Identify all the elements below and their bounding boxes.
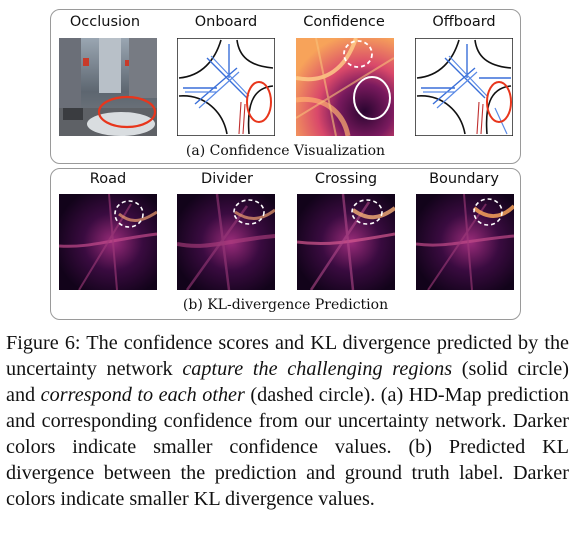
label-occlusion: Occlusion [69, 14, 141, 30]
confidence-visualization-panel: Occlusion Onboard Confidence Offboard [50, 9, 521, 164]
label-onboard: Onboard [194, 14, 258, 30]
onboard-map-prediction [177, 38, 275, 136]
panel-b-caption: (b) KL-divergence Prediction [182, 297, 389, 313]
kl-heatmap-crossing [297, 194, 395, 290]
label-confidence: Confidence [303, 14, 385, 30]
label-offboard: Offboard [432, 14, 496, 30]
caption-prefix: Figure 6: The confidence scores and KL d… [6, 332, 569, 380]
caption-rest: (dashed circle). (a) HD-Map prediction a… [6, 384, 569, 510]
label-road: Road [89, 171, 127, 187]
kl-divergence-panel: Road Divider Crossing Boundary [50, 168, 521, 320]
figure-caption: Figure 6: The confidence scores and KL d… [6, 330, 569, 512]
kl-heatmap-divider [177, 194, 275, 290]
caption-emphasis-2: correspond to each other [40, 384, 245, 406]
occlusion-street-photo [59, 38, 157, 136]
label-boundary: Boundary [429, 171, 499, 187]
label-crossing: Crossing [314, 171, 378, 187]
offboard-map-prediction [415, 38, 513, 136]
panel-a-caption: (a) Confidence Visualization [185, 143, 386, 159]
label-divider: Divider [201, 171, 253, 187]
caption-middle: (solid circle) and [6, 358, 569, 406]
kl-heatmap-boundary [416, 194, 514, 290]
caption-emphasis-1: capture the challenging regions [182, 358, 453, 380]
confidence-heatmap [296, 38, 394, 136]
kl-heatmap-road [59, 194, 157, 290]
